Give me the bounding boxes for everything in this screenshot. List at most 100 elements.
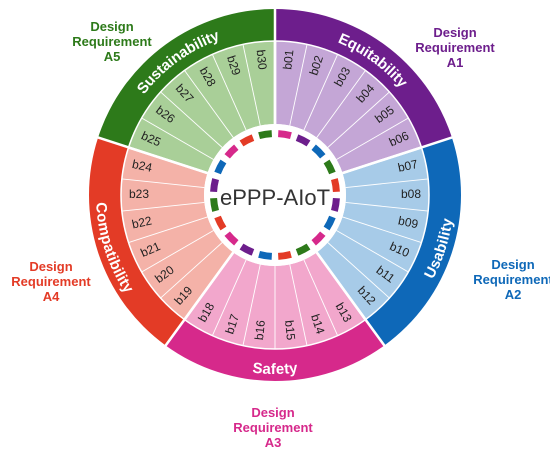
spoke: [141, 230, 214, 273]
sector-divider: [421, 136, 454, 149]
sector-name-a3: Safety: [252, 360, 299, 378]
sector-divider: [164, 318, 186, 348]
center-ring-segment: [214, 159, 227, 175]
label-main: Requirement: [233, 420, 313, 435]
label-code: A5: [103, 49, 121, 64]
spoke: [128, 146, 208, 175]
center-ring-segment: [323, 159, 336, 175]
center-disc: [219, 139, 331, 251]
item-label-b09: b09: [397, 214, 420, 232]
label-main: Requirement: [473, 272, 550, 287]
center-title: ePPP-AIoT: [220, 185, 330, 210]
center-ring-segment: [295, 243, 311, 256]
label-code: A1: [446, 55, 464, 70]
spoke: [160, 91, 223, 148]
spoke: [128, 216, 208, 244]
center-ring-segment: [278, 130, 292, 139]
requirement-label-a3: Design Requirement A3: [208, 405, 338, 450]
center-ring-segment: [224, 144, 239, 159]
spokes-layer: [96, 8, 454, 350]
sector-ring-a2: [365, 137, 462, 346]
item-label-b24: b24: [131, 157, 154, 175]
item-label-b16: b16: [252, 319, 268, 341]
item-label-b07: b07: [397, 157, 420, 175]
center-ring: [210, 130, 340, 260]
center-ring-segment: [210, 178, 219, 192]
sector-divider: [364, 318, 386, 348]
item-label-b29: b29: [224, 54, 244, 78]
item-label-b15: b15: [282, 319, 298, 341]
item-label-b30: b30: [254, 49, 270, 71]
item-label-b01: b01: [280, 49, 296, 71]
center-ring-segment: [214, 215, 227, 231]
center-ring-segment: [239, 243, 255, 256]
center-ring-segment: [323, 215, 336, 231]
requirement-label-a4: Design Requirement A4: [0, 259, 116, 304]
item-label-b02: b02: [306, 53, 326, 77]
sector-band-a2: [316, 147, 429, 320]
center-ring-segment: [278, 251, 292, 260]
spoke: [345, 178, 429, 189]
center-ring-segment: [258, 251, 272, 260]
center-ring-segment: [210, 198, 219, 212]
center-ring-segment: [224, 231, 239, 246]
spoke: [303, 259, 339, 336]
center-ring-segment: [295, 134, 311, 147]
label-prefix: Design: [433, 25, 477, 40]
center-ring-segment: [311, 231, 326, 246]
label-code: A3: [264, 435, 282, 450]
center-layer: ePPP-AIoT: [204, 124, 346, 266]
requirement-label-a2: Design Requirement A2: [448, 257, 550, 302]
label-prefix: Design: [29, 259, 73, 274]
spoke: [184, 70, 234, 138]
spoke: [289, 44, 308, 126]
label-main: Requirement: [415, 40, 495, 55]
label-code: A2: [504, 287, 522, 302]
sector-band-a1: [275, 41, 422, 174]
label-prefix: Design: [491, 257, 535, 272]
label-code: A4: [42, 289, 60, 304]
sector-band-a5: [128, 41, 275, 174]
spoke: [289, 264, 308, 346]
spoke: [211, 259, 247, 336]
label-prefix: Design: [90, 19, 134, 34]
sector-ring-a5: [98, 9, 275, 148]
sector-ring-a1: [275, 9, 452, 148]
spoke: [141, 117, 214, 160]
sector-band-a4: [120, 147, 234, 320]
spoke: [303, 54, 339, 131]
label-main: Requirement: [11, 274, 91, 289]
item-label-b17: b17: [222, 312, 242, 336]
spoke: [160, 242, 223, 299]
spoke: [327, 242, 390, 299]
item-label-b14: b14: [308, 312, 328, 336]
spoke: [242, 264, 261, 346]
sector-divider: [96, 136, 129, 149]
requirement-label-a1: Design Requirement A1: [390, 25, 520, 70]
center-ring-segment: [258, 130, 272, 139]
spoke: [242, 44, 261, 126]
center-ring-segment: [239, 134, 255, 147]
center-ring-segment: [331, 198, 340, 212]
item-label-b23: b23: [129, 187, 149, 201]
item-label-b22: b22: [131, 213, 154, 231]
spoke: [336, 230, 409, 273]
spoke: [121, 201, 205, 212]
requirement-label-a5: Design Requirement A5: [47, 19, 177, 64]
sector-ring-a3: [165, 319, 385, 381]
spoke: [183, 251, 235, 321]
spoke: [345, 201, 429, 212]
label-main: Requirement: [72, 34, 152, 49]
spoke: [336, 117, 409, 160]
spoke: [342, 216, 422, 244]
spoke: [316, 70, 366, 138]
center-ring-segment: [331, 178, 340, 192]
center-ring-segment: [311, 144, 326, 159]
sectors-layer: [88, 9, 462, 381]
spoke: [327, 91, 390, 148]
spoke: [342, 146, 422, 175]
spoke: [211, 54, 247, 131]
band-ring-divider: [120, 40, 430, 350]
spoke: [315, 251, 367, 321]
